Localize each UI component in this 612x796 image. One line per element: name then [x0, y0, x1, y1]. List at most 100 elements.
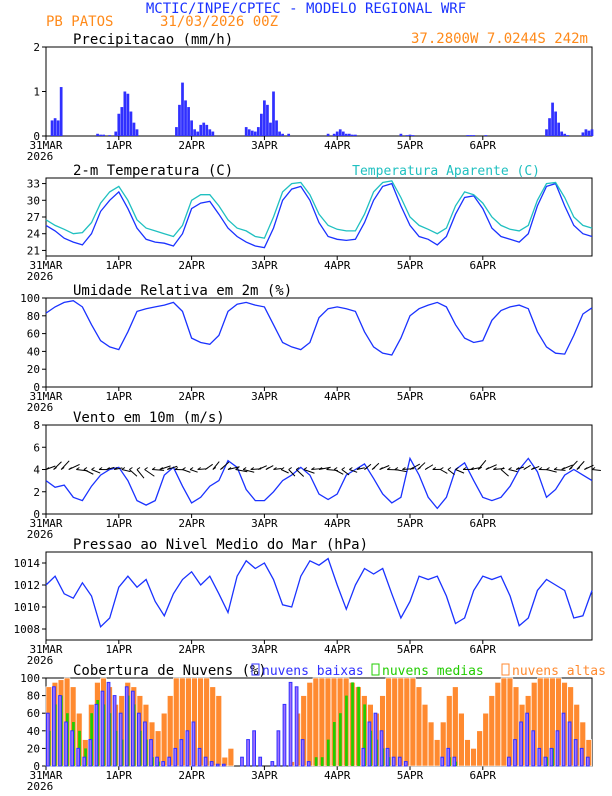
precip-bar	[272, 92, 275, 137]
wind-barb	[509, 470, 518, 472]
header-run: 31/03/2026 00Z	[160, 14, 278, 30]
cloud-low-bar	[586, 757, 589, 766]
cloud-high-bar	[228, 748, 234, 766]
x-year-label: 2026	[27, 780, 54, 792]
series-line	[46, 559, 592, 627]
legend-label: nuvens altas	[512, 664, 606, 679]
precip-bar	[202, 123, 205, 136]
wind-barb-head	[137, 468, 140, 470]
x-year-label: 2026	[27, 401, 54, 414]
precip-bar	[257, 127, 260, 136]
precip-bar	[245, 127, 248, 136]
precip-bar	[184, 100, 187, 136]
y-tick-label: 24	[27, 228, 41, 241]
precip-bar	[345, 134, 348, 136]
cloud-low-bar	[144, 722, 147, 766]
x-tick-label: 2APR	[178, 139, 205, 152]
cloud-low-bar	[156, 757, 159, 766]
cloud-high-bar	[161, 713, 167, 766]
y-tick-label: 2	[33, 486, 40, 499]
cloud-mid-bar	[315, 757, 318, 766]
wind-barb	[137, 470, 144, 479]
series-line	[46, 184, 592, 248]
cloud-low-bar	[59, 696, 62, 766]
x-tick-label: 3APR	[251, 139, 278, 152]
y-tick-label: 21	[27, 244, 40, 257]
x-tick-label: 1APR	[106, 259, 133, 272]
x-tick-label: 5APR	[397, 139, 424, 152]
x-tick-label: 2APR	[178, 390, 205, 403]
precip-bar	[342, 132, 345, 136]
wind-barb-head	[183, 468, 186, 470]
cloud-low-bar	[119, 713, 122, 766]
precip-bar	[412, 135, 415, 136]
x-tick-label: 3APR	[251, 643, 278, 656]
y-tick-label: 1010	[14, 601, 41, 614]
precip-bar	[472, 135, 475, 136]
y-tick-label: 80	[27, 310, 40, 323]
cloud-low-bar	[447, 748, 450, 766]
panel-title-2: Temperatura Aparente (C)	[352, 164, 540, 179]
cloud-low-bar	[532, 731, 535, 766]
cloud-low-bar	[101, 691, 104, 766]
precip-bar	[51, 120, 54, 136]
legend-swatch	[502, 664, 509, 675]
wind-barb-head	[281, 468, 284, 470]
wind-barb	[183, 470, 191, 473]
precip-bar	[278, 132, 281, 136]
cloud-low-bar	[259, 757, 262, 766]
cloud-low-bar	[83, 757, 86, 766]
y-tick-label: 1008	[14, 623, 41, 636]
wind-barb-head	[145, 468, 148, 470]
cloud-low-bar	[271, 762, 274, 766]
x-tick-label: 5APR	[397, 259, 424, 272]
precip-bar	[266, 105, 269, 136]
panel-title: Vento em 10m (m/s)	[73, 410, 225, 426]
precip-bar	[120, 107, 123, 136]
cloud-low-bar	[198, 748, 201, 766]
cloud-high-bar	[167, 696, 173, 766]
cloud-low-bar	[374, 713, 377, 766]
x-tick-label: 1APR	[106, 139, 133, 152]
wind-barb	[281, 470, 289, 473]
cloud-high-bar	[477, 731, 483, 766]
wind-barb	[440, 470, 447, 474]
x-year-label: 2026	[27, 270, 54, 283]
precip-bar	[354, 135, 357, 136]
precip-bar	[585, 129, 588, 136]
y-tick-label: 8	[33, 419, 40, 432]
cloud-low-bar	[162, 762, 165, 766]
wind-barb	[448, 470, 455, 475]
precip-bar	[409, 135, 412, 136]
cloud-low-bar	[289, 682, 292, 766]
precip-bar	[175, 127, 178, 136]
x-tick-label: 1APR	[106, 643, 133, 656]
wind-barb	[129, 470, 137, 477]
precip-bar	[190, 120, 193, 136]
precip-bar	[275, 120, 278, 136]
cloud-low-bar	[71, 731, 74, 766]
precip-bar	[130, 112, 133, 136]
precip-bar	[96, 134, 99, 136]
precip-bar	[136, 129, 139, 136]
cloud-low-bar	[508, 757, 511, 766]
cloud-low-bar	[222, 764, 225, 766]
cloud-high-bar	[428, 722, 434, 766]
cloud-low-bar	[131, 691, 134, 766]
precip-bar	[327, 134, 330, 136]
precip-bar	[178, 105, 181, 136]
x-tick-label: 1APR	[106, 517, 133, 530]
cloud-mid-bar	[345, 696, 348, 766]
cloud-high-bar	[210, 687, 216, 766]
precip-bar	[484, 135, 487, 136]
wind-barb-head	[122, 468, 125, 470]
x-tick-label: 5APR	[397, 643, 424, 656]
legend-label: nuvens medias	[382, 664, 484, 679]
cloud-high-bar	[422, 704, 428, 766]
precip-bar	[181, 83, 184, 136]
